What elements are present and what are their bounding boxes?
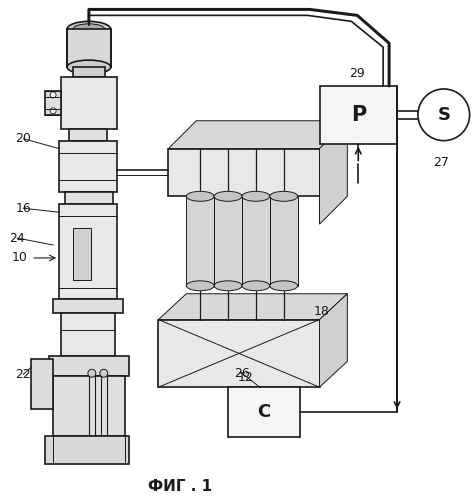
Bar xyxy=(59,204,117,299)
Text: 27: 27 xyxy=(433,156,449,169)
Text: 29: 29 xyxy=(349,66,365,79)
Ellipse shape xyxy=(67,60,111,74)
Ellipse shape xyxy=(67,21,111,37)
Text: ФИГ . 1: ФИГ . 1 xyxy=(148,479,212,494)
Bar xyxy=(319,86,397,144)
Bar xyxy=(214,196,242,286)
Text: 10: 10 xyxy=(11,251,27,264)
Circle shape xyxy=(50,108,56,114)
Bar xyxy=(61,313,115,356)
Ellipse shape xyxy=(186,191,214,201)
Text: 26: 26 xyxy=(234,367,250,380)
Bar xyxy=(49,356,128,376)
Bar xyxy=(67,29,111,67)
Bar xyxy=(61,77,117,129)
Ellipse shape xyxy=(270,191,298,201)
Bar xyxy=(242,196,270,286)
Circle shape xyxy=(100,369,108,377)
Ellipse shape xyxy=(242,191,270,201)
Bar xyxy=(228,387,300,437)
Text: 22: 22 xyxy=(15,368,31,381)
Bar xyxy=(53,299,123,313)
Circle shape xyxy=(88,369,96,377)
Ellipse shape xyxy=(186,281,214,291)
Bar xyxy=(31,359,53,409)
Bar xyxy=(69,129,107,141)
Text: C: C xyxy=(257,403,271,421)
Bar xyxy=(65,192,113,204)
Polygon shape xyxy=(168,121,347,149)
Bar xyxy=(45,436,128,464)
Ellipse shape xyxy=(214,281,242,291)
Circle shape xyxy=(50,92,56,98)
Polygon shape xyxy=(319,294,347,387)
Ellipse shape xyxy=(214,191,242,201)
Bar xyxy=(59,141,117,192)
Polygon shape xyxy=(319,121,347,224)
Text: 18: 18 xyxy=(314,305,329,318)
Ellipse shape xyxy=(73,24,105,35)
Bar xyxy=(186,196,214,286)
Bar xyxy=(53,376,125,436)
Bar xyxy=(73,228,91,280)
Bar xyxy=(158,319,319,387)
Bar xyxy=(45,91,61,115)
Bar xyxy=(73,67,105,77)
Text: S: S xyxy=(438,106,450,124)
Ellipse shape xyxy=(270,281,298,291)
Text: 24: 24 xyxy=(9,232,25,245)
Text: 20: 20 xyxy=(15,132,31,145)
Text: 12: 12 xyxy=(238,371,254,384)
Ellipse shape xyxy=(242,281,270,291)
Bar xyxy=(270,196,298,286)
Polygon shape xyxy=(158,294,347,319)
Text: P: P xyxy=(351,105,366,125)
Text: 16: 16 xyxy=(15,202,31,215)
Bar xyxy=(168,149,319,196)
